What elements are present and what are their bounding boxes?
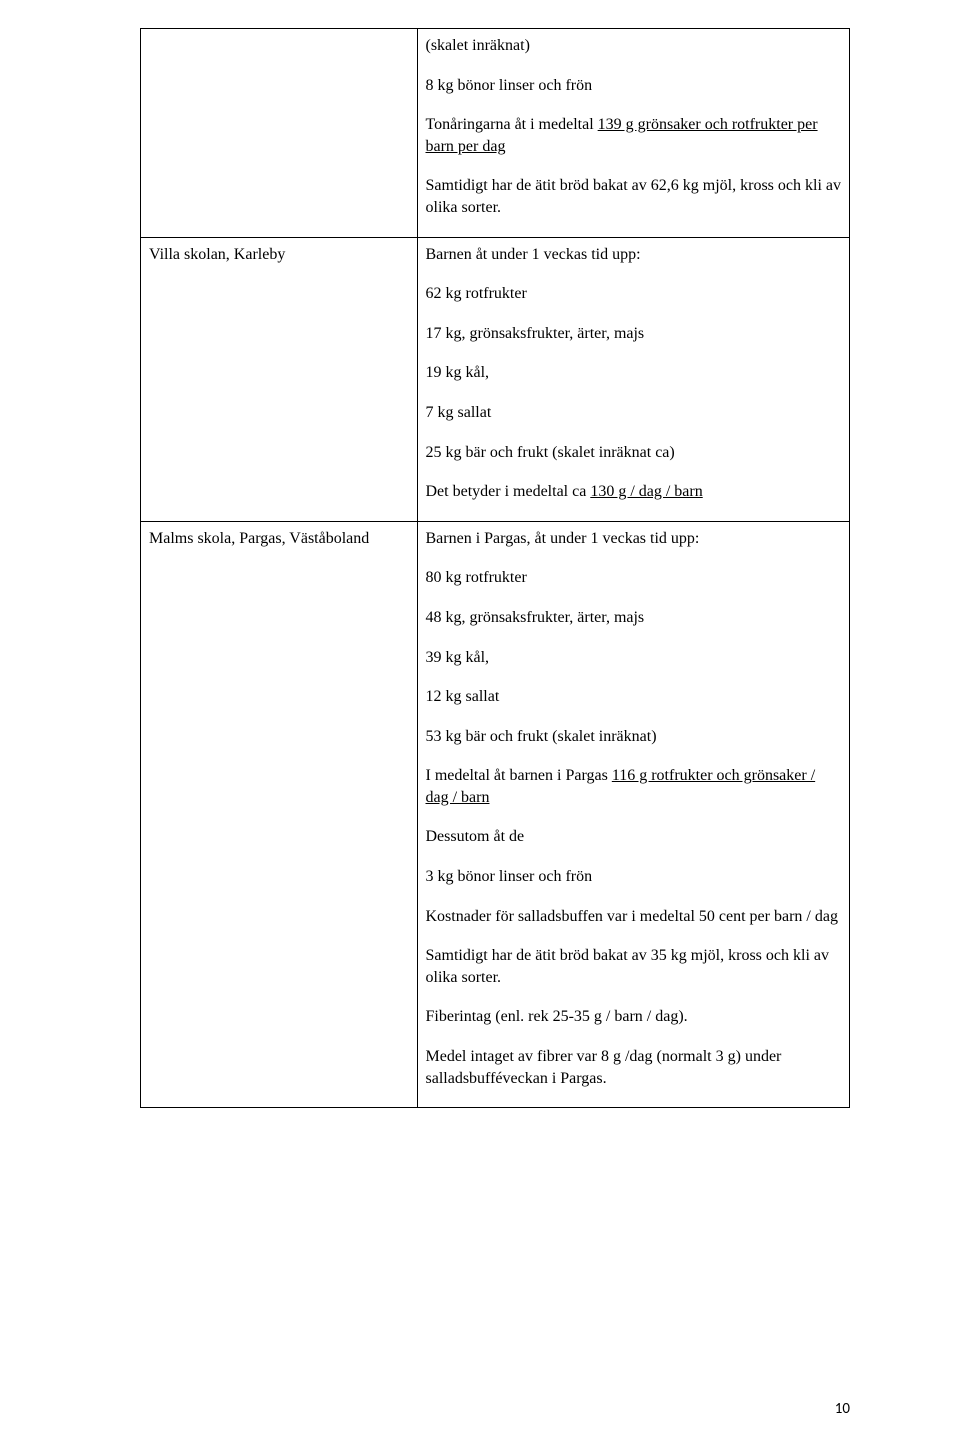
content-paragraph: 19 kg kål, <box>426 362 842 384</box>
content-paragraph: 48 kg, grönsaksfrukter, ärter, majs <box>426 607 842 629</box>
content-paragraph: 53 kg bär och frukt (skalet inräknat) <box>426 726 842 748</box>
content-paragraph: 8 kg bönor linser och frön <box>426 75 842 97</box>
content-paragraph: 3 kg bönor linser och frön <box>426 866 842 888</box>
row-content-cell: (skalet inräknat) 8 kg bönor linser och f… <box>417 29 850 238</box>
document-page: (skalet inräknat) 8 kg bönor linser och f… <box>0 0 960 1444</box>
content-paragraph: Samtidigt har de ätit bröd bakat av 62,6… <box>426 175 842 218</box>
content-paragraph: (skalet inräknat) <box>426 35 842 57</box>
content-paragraph: 39 kg kål, <box>426 647 842 669</box>
content-paragraph: Barnen i Pargas, åt under 1 veckas tid u… <box>426 528 842 550</box>
content-paragraph: 17 kg, grönsaksfrukter, ärter, majs <box>426 323 842 345</box>
row-label-cell: Villa skolan, Karleby <box>141 237 418 521</box>
content-paragraph: 80 kg rotfrukter <box>426 567 842 589</box>
content-paragraph: 7 kg sallat <box>426 402 842 424</box>
text-span: Det betyder i medeltal ca <box>426 483 591 500</box>
underlined-text: 130 g / dag / barn <box>590 483 702 500</box>
row-content-cell: Barnen i Pargas, åt under 1 veckas tid u… <box>417 521 850 1108</box>
text-span: I medeltal åt barnen i Pargas <box>426 767 612 784</box>
page-number: 10 <box>835 1400 850 1418</box>
content-paragraph: Dessutom åt de <box>426 826 842 848</box>
table-row: Malms skola, Pargas, Väståboland Barnen i… <box>141 521 850 1108</box>
table-row: Villa skolan, KarlebyBarnen åt under 1 v… <box>141 237 850 521</box>
content-paragraph: 12 kg sallat <box>426 686 842 708</box>
content-paragraph: Kostnader för salladsbuffen var i medelt… <box>426 906 842 928</box>
text-span: Tonåringarna åt i medeltal <box>426 116 598 133</box>
content-paragraph: Fiberintag (enl. rek 25-35 g / barn / da… <box>426 1006 842 1028</box>
content-paragraph: I medeltal åt barnen i Pargas 116 g rotf… <box>426 765 842 808</box>
row-content-cell: Barnen åt under 1 veckas tid upp: 62 kg r… <box>417 237 850 521</box>
table-row: (skalet inräknat) 8 kg bönor linser och f… <box>141 29 850 238</box>
row-label-cell: Malms skola, Pargas, Väståboland <box>141 521 418 1108</box>
data-table: (skalet inräknat) 8 kg bönor linser och f… <box>140 28 850 1108</box>
content-paragraph: 62 kg rotfrukter <box>426 283 842 305</box>
content-paragraph: Medel intaget av fibrer var 8 g /dag (no… <box>426 1046 842 1089</box>
content-paragraph: Det betyder i medeltal ca 130 g / dag / … <box>426 481 842 503</box>
row-label-cell <box>141 29 418 238</box>
content-paragraph: 25 kg bär och frukt (skalet inräknat ca) <box>426 442 842 464</box>
content-paragraph: Samtidigt har de ätit bröd bakat av 35 k… <box>426 945 842 988</box>
content-paragraph: Tonåringarna åt i medeltal 139 g grönsak… <box>426 114 842 157</box>
content-paragraph: Barnen åt under 1 veckas tid upp: <box>426 244 842 266</box>
